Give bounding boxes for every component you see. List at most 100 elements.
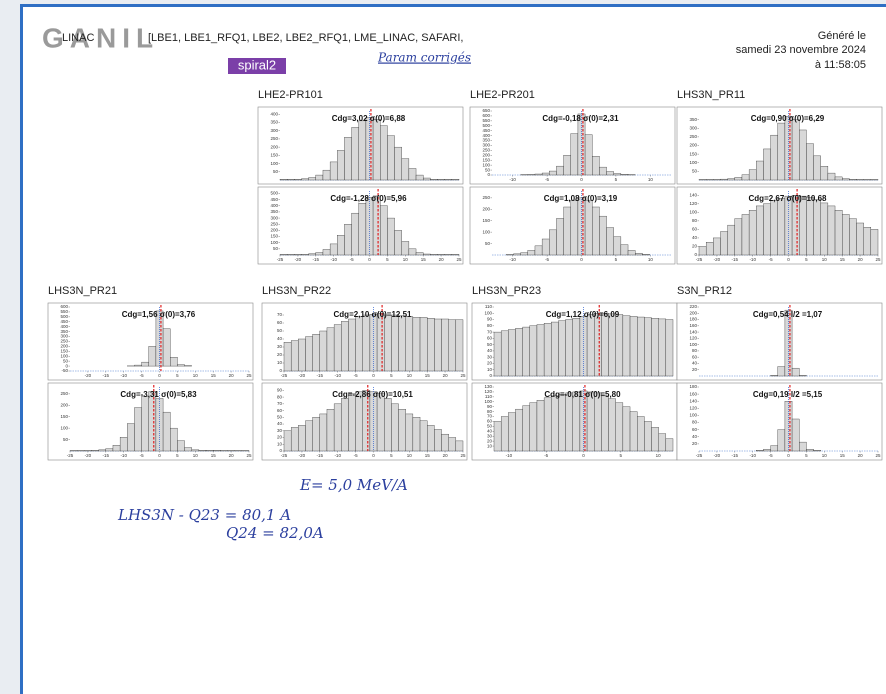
histogram-bar — [813, 155, 821, 181]
frame-top — [20, 4, 886, 7]
histogram-bar — [622, 315, 631, 377]
y-tick-label: 250 — [482, 195, 490, 200]
x-tick-label: -10 — [749, 257, 756, 262]
histogram-bar — [415, 174, 424, 181]
x-tick-label: -10 — [509, 177, 516, 182]
histogram-bar — [705, 179, 714, 181]
y-tick-label: 110 — [485, 394, 493, 399]
y-tick-label: 140 — [689, 329, 697, 334]
histogram-bar — [419, 420, 428, 452]
histogram-bar — [127, 423, 135, 452]
histogram-bar — [344, 137, 352, 181]
histogram-bar — [849, 218, 857, 256]
histogram-bar — [305, 336, 313, 372]
histogram-bar — [727, 178, 735, 181]
y-tick-label: 80 — [487, 323, 493, 328]
y-tick-label: 500 — [482, 123, 490, 128]
histogram-bar — [536, 400, 545, 452]
histogram-bar — [813, 199, 821, 256]
x-tick-label: 15 — [425, 453, 431, 458]
x-tick-label: -20 — [299, 373, 306, 378]
x-tick-label: -10 — [334, 373, 341, 378]
histogram-bar — [565, 392, 573, 452]
y-tick-label: 400 — [60, 324, 68, 329]
histogram-bar — [563, 206, 571, 256]
histogram-bar — [748, 169, 757, 181]
y-tick-label: 40 — [487, 348, 493, 353]
histogram-bar — [290, 340, 299, 372]
x-tick-label: -20 — [295, 257, 302, 262]
y-tick-label: 60 — [487, 336, 493, 341]
histogram-bar — [741, 214, 750, 256]
y-tick-label: 150 — [689, 151, 697, 156]
y-tick-label: 20 — [692, 244, 698, 249]
histogram-bar — [205, 450, 214, 452]
histogram-bar — [536, 324, 545, 377]
y-tick-label: 100 — [270, 240, 278, 245]
y-tick-label: 100 — [689, 342, 697, 347]
histogram-bar — [849, 179, 857, 181]
histogram-bar — [308, 177, 316, 181]
y-tick-label: 80 — [692, 420, 698, 425]
histogram-bar — [592, 206, 600, 256]
histogram-bar — [594, 392, 602, 452]
histogram-bar — [541, 172, 550, 176]
y-tick-label: 50 — [487, 424, 493, 429]
histogram-bar — [376, 393, 385, 452]
plot-label: Cdg=-0,81 σ(0)=5,80 — [544, 390, 621, 399]
y-tick-label: 180 — [689, 317, 697, 322]
x-tick-label: 20 — [229, 453, 235, 458]
histogram-bar — [791, 418, 800, 452]
y-tick-label: 10 — [487, 367, 493, 372]
histogram-bar — [380, 205, 388, 256]
frame-left — [20, 4, 23, 694]
histogram-bar — [756, 205, 764, 256]
x-tick-label: 10 — [193, 373, 199, 378]
x-tick-label: 0 — [580, 257, 583, 262]
y-tick-label: 250 — [482, 148, 490, 153]
histogram-bar — [806, 143, 814, 181]
x-tick-label: 25 — [460, 373, 466, 378]
y-tick-label: 30 — [487, 433, 493, 438]
histogram-bar — [734, 177, 743, 181]
histogram-bar — [644, 317, 652, 377]
histogram-bar — [119, 437, 128, 452]
x-tick-label: 0 — [787, 453, 790, 458]
plot-label: Cdg=2,67 σ(0)=10,68 — [749, 194, 828, 203]
x-tick-label: -10 — [120, 453, 127, 458]
histogram-bar — [105, 448, 114, 452]
histogram-bar — [763, 148, 771, 181]
y-tick-label: 60 — [692, 427, 698, 432]
plot-label: Cdg=-3,31 σ(0)=5,83 — [120, 390, 197, 399]
panel-title: LHS3N_PR21 — [48, 285, 117, 297]
y-tick-label: 70 — [277, 401, 283, 406]
y-tick-label: 30 — [277, 428, 283, 433]
x-tick-label: -5 — [545, 177, 549, 182]
x-tick-label: 0 — [158, 373, 161, 378]
plot-label: Cdg=-0,18 σ(0)=2,31 — [542, 114, 619, 123]
y-tick-label: 140 — [689, 398, 697, 403]
histogram-bar — [791, 119, 800, 181]
x-tick-label: -25 — [277, 257, 284, 262]
y-tick-label: 550 — [60, 309, 68, 314]
histogram-bar — [315, 174, 324, 181]
histogram-bar — [551, 321, 559, 377]
x-tick-label: 25 — [456, 257, 462, 262]
y-tick-label: -50 — [61, 368, 68, 373]
histogram-bar — [615, 402, 624, 452]
histogram-bar — [412, 317, 421, 372]
y-tick-label: 140 — [689, 192, 697, 197]
histogram-bar — [856, 179, 864, 181]
y-tick-label: 50 — [485, 167, 491, 172]
y-tick-label: 120 — [689, 406, 697, 411]
x-tick-label: 20 — [443, 453, 449, 458]
histogram-bar — [298, 338, 306, 372]
histogram-bar — [799, 129, 807, 181]
y-tick-label: 0 — [694, 252, 697, 257]
histogram-bar — [283, 342, 292, 372]
sections: [LBE1, LBE1_RFQ1, LBE2, LBE2_RFQ1, LME_L… — [148, 32, 463, 44]
histogram-bar — [341, 321, 349, 372]
y-tick-label: 200 — [689, 310, 697, 315]
histogram-bar — [756, 450, 764, 452]
y-tick-label: 100 — [484, 310, 492, 315]
